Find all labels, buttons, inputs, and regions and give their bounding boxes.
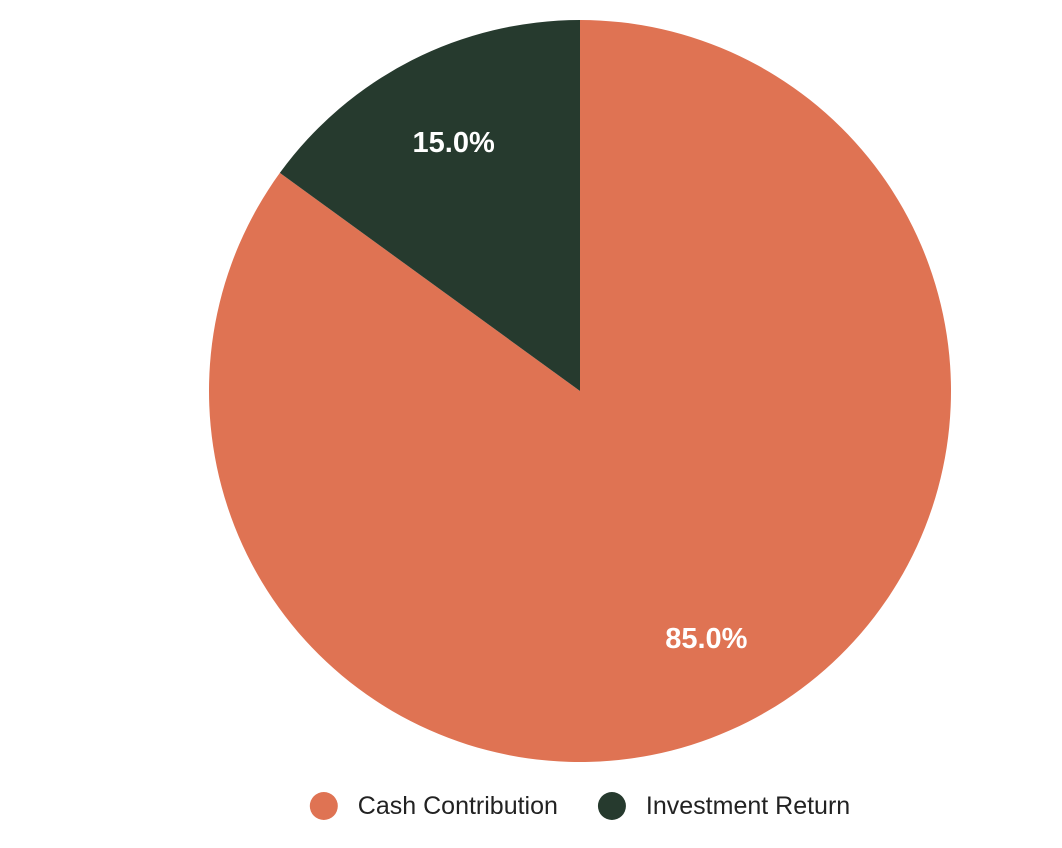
legend-marker (309, 792, 338, 820)
legend-label: Investment Return (646, 792, 850, 820)
value-label: 15.0% (413, 127, 495, 159)
value-label: 85.0% (665, 623, 747, 655)
legend-label: Cash Contribution (358, 792, 558, 820)
legend-marker (597, 792, 626, 820)
pie-slice (279, 20, 580, 391)
legend: Cash Contribution Investment Return (309, 792, 850, 820)
